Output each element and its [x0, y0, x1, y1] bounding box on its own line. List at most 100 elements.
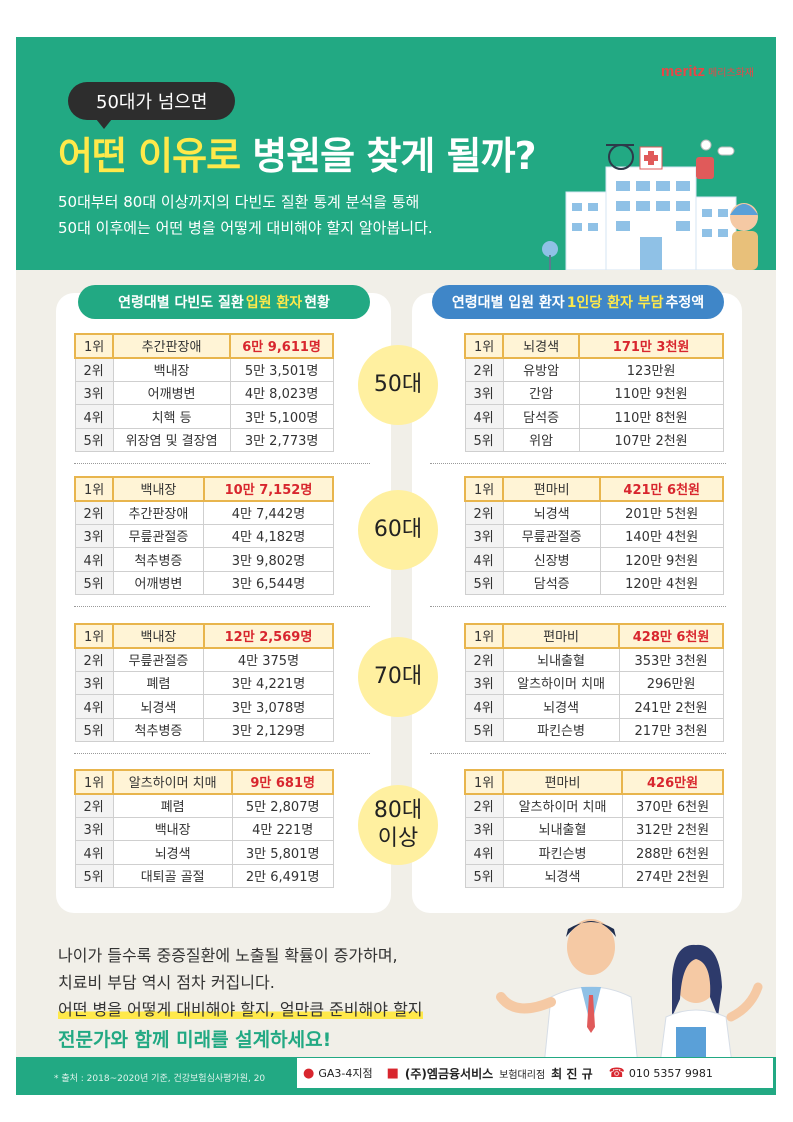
- cell-rank: 2위: [74, 357, 114, 382]
- cell-value: 370만 6천원: [621, 793, 724, 818]
- table-row: 1위 추간판장애 6만 9,611명: [74, 333, 334, 359]
- cell-value: 107만 2천원: [578, 427, 724, 452]
- table-row: 5위 뇌경색 274만 2천원: [464, 863, 724, 888]
- cell-name: 담석증: [502, 570, 601, 595]
- table-row: 5위 파킨슨병 217만 3천원: [464, 717, 724, 742]
- cell-value: 110만 9천원: [578, 380, 724, 405]
- cell-value: 6만 9,611명: [229, 333, 334, 359]
- cell-rank: 1위: [464, 623, 504, 649]
- cell-value: 296만원: [618, 670, 724, 695]
- cell-value: 428만 6천원: [618, 623, 724, 649]
- table-row: 3위 폐렴 3만 4,221명: [74, 670, 334, 695]
- cell-name: 뇌경색: [502, 863, 623, 888]
- cell-value: 241만 2천원: [618, 694, 724, 719]
- cell-name: 유방암: [502, 357, 580, 382]
- cell-value: 171만 3천원: [578, 333, 724, 359]
- cell-name: 파킨슨병: [502, 717, 620, 742]
- table-row: 2위 뇌내출혈 353만 3천원: [464, 647, 724, 672]
- cell-value: 3만 2,129명: [203, 717, 334, 742]
- agent-info: ● GA3-4지점 ■ (주)엠금융서비스 보험대리점 최 진 규 ☎ 010 …: [297, 1058, 773, 1088]
- cell-name: 어깨병변: [112, 380, 231, 405]
- cell-rank: 1위: [464, 769, 504, 795]
- table-row: 5위 담석증 120만 4천원: [464, 570, 724, 595]
- table-row: 1위 백내장 12만 2,569명: [74, 623, 335, 649]
- cell-name: 어깨병변: [112, 570, 205, 595]
- cell-value: 288만 6천원: [621, 840, 724, 865]
- table-row: 3위 어깨병변 4만 8,023명: [74, 380, 334, 405]
- source-note: * 출처 : 2018~2020년 기준, 건강보험심사평가원, 20: [54, 1074, 266, 1084]
- cell-value: 353만 3천원: [618, 647, 724, 672]
- header: meritz 메리츠화재 50대가 넘으면 어떤 이유로 병원을 찾게 될까? 5…: [16, 37, 776, 270]
- cell-rank: 2위: [464, 500, 504, 525]
- table-row: 4위 치핵 등 3만 5,100명: [74, 404, 334, 429]
- cell-rank: 5위: [464, 570, 504, 595]
- cell-rank: 5위: [74, 570, 114, 595]
- doctors-illustration: [496, 919, 763, 1095]
- table-row: 5위 위장염 및 결장염 3만 2,773명: [74, 427, 334, 452]
- company-name: (주)엠금융서비스: [404, 1066, 494, 1081]
- agent-role: 보험대리점: [499, 1069, 546, 1081]
- cell-name: 뇌경색: [112, 694, 205, 719]
- left-table-80대: 1위 알츠하이머 치매 9만 681명 2위 폐렴 5만 2,807명 3위 백내장 4만 22…: [74, 769, 334, 888]
- cell-value: 3만 5,100명: [229, 404, 334, 429]
- inpatient-count-title: 연령대별 다빈도 질환 입원 환자 현황: [78, 285, 370, 319]
- table-row: 2위 뇌경색 201만 5천원: [464, 500, 724, 525]
- cell-name: 대퇴골 골절: [112, 863, 233, 888]
- cell-name: 폐렴: [112, 670, 205, 695]
- cell-value: 426만원: [621, 769, 724, 795]
- table-row: 4위 뇌경색 3만 5,801명: [74, 840, 334, 865]
- cell-value: 5만 2,807명: [231, 793, 334, 818]
- cell-value: 10만 7,152명: [202, 476, 335, 502]
- cell-name: 위장염 및 결장염: [112, 427, 231, 452]
- table-row: 5위 위암 107만 2천원: [464, 427, 724, 452]
- cell-name: 무릎관절증: [112, 647, 205, 672]
- section-divider: [74, 606, 370, 607]
- age-circle: 70대: [358, 637, 438, 717]
- branch-name: GA3-4지점: [318, 1067, 373, 1080]
- cell-rank: 4위: [74, 694, 114, 719]
- cell-name: 뇌경색: [112, 840, 233, 865]
- cell-name: 뇌내출혈: [502, 647, 620, 672]
- age-sub-label: 이상: [377, 826, 419, 851]
- cell-rank: 4위: [464, 694, 504, 719]
- table-row: 3위 간암 110만 9천원: [464, 380, 724, 405]
- table-row: 3위 알츠하이머 치매 296만원: [464, 670, 724, 695]
- cell-name: 백내장: [112, 623, 205, 649]
- cell-rank: 4위: [74, 404, 114, 429]
- cell-rank: 5위: [464, 427, 504, 452]
- wheelchair-icon: [606, 144, 634, 170]
- cell-rank: 4위: [464, 547, 504, 572]
- cell-name: 추간판장애: [112, 500, 205, 525]
- cell-value: 9만 681명: [231, 769, 334, 795]
- brand-logo: meritz 메리츠화재: [660, 63, 754, 80]
- cell-name: 백내장: [112, 816, 233, 841]
- cell-name: 척추병증: [112, 547, 205, 572]
- cell-rank: 4위: [74, 547, 114, 572]
- pills-icon: [696, 139, 735, 179]
- cell-value: 3만 6,544명: [203, 570, 334, 595]
- right-table-80대: 1위 편마비 426만원 2위 알츠하이머 치매 370만 6천원 3위 뇌내출혈 312만 2…: [464, 769, 724, 888]
- cell-rank: 1위: [464, 333, 504, 359]
- cell-rank: 1위: [74, 333, 114, 359]
- table-row: 3위 무릎관절증 4만 4,182명: [74, 523, 334, 548]
- cell-name: 무릎관절증: [112, 523, 205, 548]
- cell-rank: 2위: [74, 647, 114, 672]
- cell-rank: 4위: [464, 404, 504, 429]
- cell-name: 간암: [502, 380, 580, 405]
- age-circle: 80대 이상: [358, 785, 438, 865]
- cell-name: 편마비: [501, 476, 602, 502]
- cell-rank: 3위: [464, 523, 504, 548]
- cell-rank: 5위: [74, 717, 114, 742]
- cell-name: 추간판장애: [111, 333, 232, 359]
- cell-rank: 5위: [74, 427, 114, 452]
- table-row: 5위 척추병증 3만 2,129명: [74, 717, 334, 742]
- phone-number[interactable]: 010 5357 9981: [628, 1066, 713, 1080]
- age-label: 50대: [373, 372, 423, 397]
- section-divider: [74, 463, 370, 464]
- table-row: 1위 알츠하이머 치매 9만 681명: [74, 769, 334, 795]
- cell-name: 무릎관절증: [502, 523, 601, 548]
- cell-rank: 3위: [74, 670, 114, 695]
- table-row: 3위 뇌내출혈 312만 2천원: [464, 816, 724, 841]
- cell-rank: 4위: [74, 840, 114, 865]
- cell-value: 4만 8,023명: [229, 380, 334, 405]
